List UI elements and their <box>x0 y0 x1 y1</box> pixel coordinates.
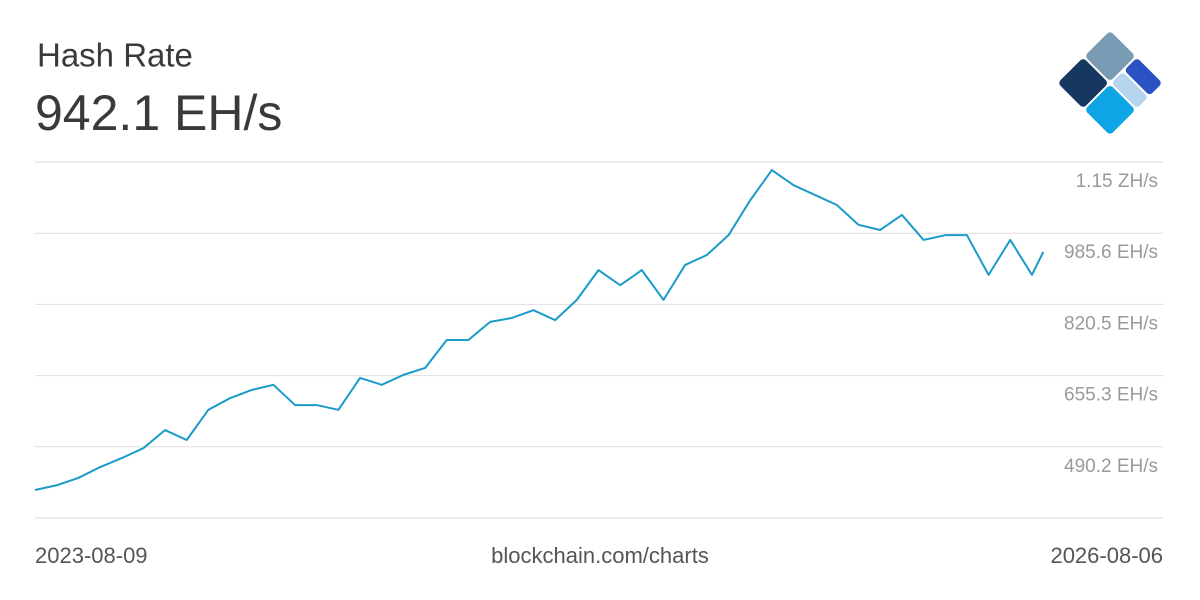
y-tick-label: 820.5 EH/s <box>1064 313 1158 334</box>
y-tick-label: 1.15 ZH/s <box>1076 171 1158 192</box>
logo-tile <box>1059 59 1107 107</box>
source-label: blockchain.com/charts <box>491 543 709 568</box>
chart-title: Hash Rate <box>37 37 193 74</box>
x-tick-label: 2023-08-09 <box>35 543 148 568</box>
y-tick-label: 655.3 EH/s <box>1064 385 1158 406</box>
logo <box>1059 32 1161 134</box>
logo-tile <box>1125 59 1161 95</box>
x-tick-label: 2026-08-06 <box>1050 543 1163 568</box>
data-line <box>34 169 1045 491</box>
y-tick-label: 985.6 EH/s <box>1064 242 1158 263</box>
chart-subtitle: 942.1 EH/s <box>35 85 282 141</box>
logo-tile <box>1086 86 1134 134</box>
logo-tile <box>1086 32 1134 80</box>
y-tick-label: 490.2 EH/s <box>1064 456 1158 477</box>
logo-tile <box>1113 73 1147 107</box>
